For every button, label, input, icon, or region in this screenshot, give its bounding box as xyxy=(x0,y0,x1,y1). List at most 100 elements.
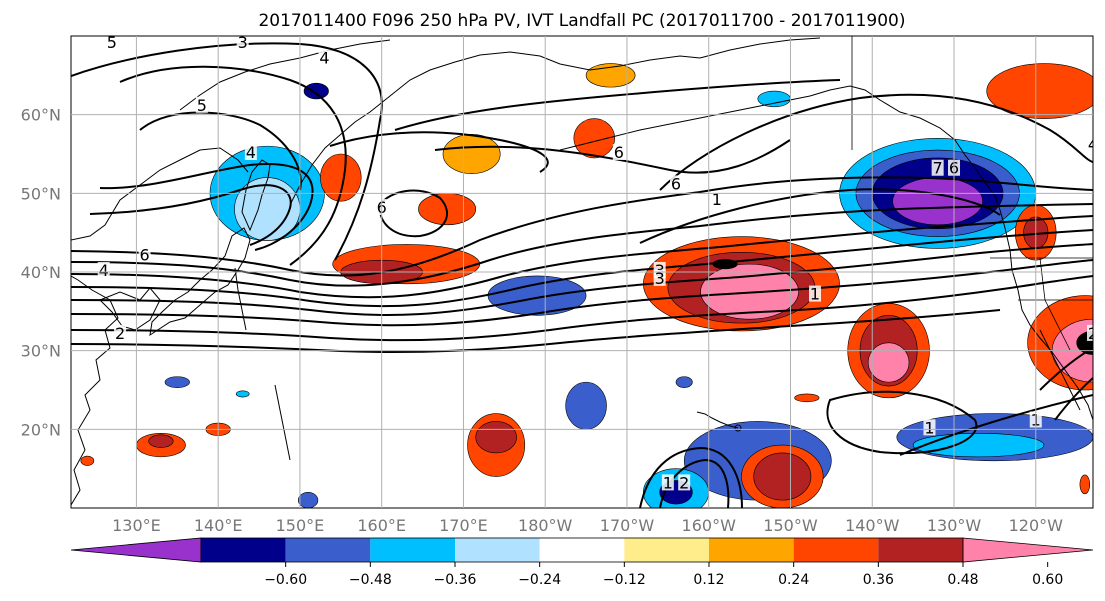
contour-label-bg xyxy=(1087,324,1093,341)
colorbar-extend-high xyxy=(962,537,1094,563)
positive-pc-region xyxy=(986,63,1093,119)
longitude-tick-labels: 130°E 140°E 150°E 160°E 170°E 180°W 170°W 160°W… xyxy=(112,516,1063,535)
map-panel: 345466426613317641121255 xyxy=(71,33,1098,508)
colorbar-swatch xyxy=(455,538,540,562)
contour-label: 6 xyxy=(139,245,149,264)
contour-label-bg xyxy=(97,262,110,278)
contour-label: 7 xyxy=(933,159,943,178)
contour-label: 6 xyxy=(671,174,681,193)
lat-tick-label: 30°N xyxy=(21,342,61,361)
lat-tick-label: 40°N xyxy=(21,263,61,282)
contour-label: 2 xyxy=(679,473,689,492)
negative-pc-region xyxy=(297,491,319,508)
contour-label: 4 xyxy=(99,261,109,280)
negative-pc-region xyxy=(164,376,190,388)
contour-label-bg xyxy=(653,269,666,286)
colorbar-swatch xyxy=(370,538,455,562)
contour-label: 1 xyxy=(810,285,820,304)
contour-label-bg xyxy=(138,246,151,263)
pv-contours xyxy=(71,42,1093,508)
coastlines xyxy=(71,37,1093,506)
colorbar-tick-label: −0.12 xyxy=(603,572,646,588)
contour-label: 3 xyxy=(238,33,248,52)
contour-label: 5 xyxy=(107,33,117,52)
contour-label: 1 xyxy=(663,473,673,492)
contour-label-bg xyxy=(195,96,208,113)
lon-tick-label: 150°W xyxy=(763,516,818,535)
negative-pc-region xyxy=(235,390,250,398)
colorbar-swatch xyxy=(709,538,794,562)
lon-tick-label: 140°E xyxy=(194,516,243,535)
colorbar-swatch xyxy=(201,538,286,562)
contour-label-bg xyxy=(114,324,127,341)
colorbar-tick-label: 0.36 xyxy=(863,572,894,588)
contour-label-bg xyxy=(1087,136,1093,153)
contour-label-bg xyxy=(318,49,331,66)
positive-pc-region xyxy=(148,434,174,448)
lon-tick-label: 130°W xyxy=(927,516,982,535)
contour-label: 2 xyxy=(115,324,125,343)
contour-label-bg xyxy=(923,419,936,436)
positive-pc-region xyxy=(585,63,636,88)
negative-pc-region xyxy=(912,432,1045,458)
contour-label-bg xyxy=(678,474,691,491)
negative-pc-region xyxy=(757,90,791,108)
colorbar-tick-label: 0.24 xyxy=(778,572,809,588)
contour-label: 6 xyxy=(614,143,624,162)
latitude-tick-labels: 20°N 30°N 40°N 50°N 60°N xyxy=(21,106,61,440)
colorbar-tick-label: 0.48 xyxy=(947,572,978,588)
lon-tick-label: 180°W xyxy=(518,516,573,535)
contour-label-bg xyxy=(236,36,249,50)
negative-pc-region xyxy=(487,275,587,316)
figure-title: 2017011400 F096 250 hPa PV, IVT Landfall… xyxy=(258,11,905,31)
lat-tick-label: 60°N xyxy=(21,106,61,125)
positive-pc-region xyxy=(794,393,820,403)
colorbar-swatch xyxy=(624,538,709,562)
positive-pc-region xyxy=(753,452,812,501)
contour-label-bg xyxy=(710,191,723,208)
colorbar-tick-label: −0.60 xyxy=(264,572,307,588)
contour-label: 1 xyxy=(924,418,934,437)
colorbar-swatch xyxy=(285,538,371,562)
positive-pc-region xyxy=(1079,474,1091,495)
contour-label: 5 xyxy=(197,96,207,115)
contour-label: 1 xyxy=(712,190,722,209)
contour-label-bg xyxy=(661,474,674,491)
colorbar-extend-low xyxy=(70,537,202,563)
lon-tick-label: 140°W xyxy=(845,516,900,535)
contour-label: 3 xyxy=(655,269,665,288)
contour-label-bg xyxy=(244,144,257,160)
negative-pc-region xyxy=(565,381,607,430)
negative-pc-region xyxy=(675,376,693,388)
positive-pc-region xyxy=(320,153,362,202)
colorbar-tick-label: 0.60 xyxy=(1032,572,1063,588)
contour-label-bg xyxy=(612,144,625,160)
contour-label-bg xyxy=(670,175,683,192)
colorbar-frame xyxy=(200,537,964,563)
positive-pc-region xyxy=(475,421,517,454)
lon-tick-label: 170°E xyxy=(439,516,488,535)
colorbar-tick-label: −0.48 xyxy=(349,572,392,588)
contour-label-bg xyxy=(105,36,118,50)
contour-label-bg xyxy=(809,285,822,302)
lon-tick-label: 170°W xyxy=(600,516,655,535)
lon-tick-label: 120°W xyxy=(1009,516,1064,535)
colorbar-tick-label: 0.12 xyxy=(693,572,724,588)
positive-pc-region xyxy=(80,455,95,466)
colorbar-swatch xyxy=(793,538,879,562)
contour-label: 4 xyxy=(319,49,329,68)
colorbar: −0.60 −0.48 −0.36 −0.24 −0.12 0.12 0.24 0.36 0.4… xyxy=(70,537,1094,588)
negative-pc-region xyxy=(303,82,329,100)
contour-label-bg xyxy=(931,159,944,176)
lon-tick-label: 160°W xyxy=(682,516,737,535)
lon-tick-label: 130°E xyxy=(112,516,161,535)
contour-label: 4 xyxy=(1088,135,1098,154)
lat-tick-label: 50°N xyxy=(21,184,61,203)
colorbar-swatch xyxy=(878,538,963,562)
positive-pc-region xyxy=(573,118,616,159)
gridlines xyxy=(71,36,1093,508)
lon-tick-label: 150°E xyxy=(276,516,325,535)
positive-pc-region xyxy=(442,134,501,174)
colorbar-tick-label: −0.24 xyxy=(518,572,561,588)
